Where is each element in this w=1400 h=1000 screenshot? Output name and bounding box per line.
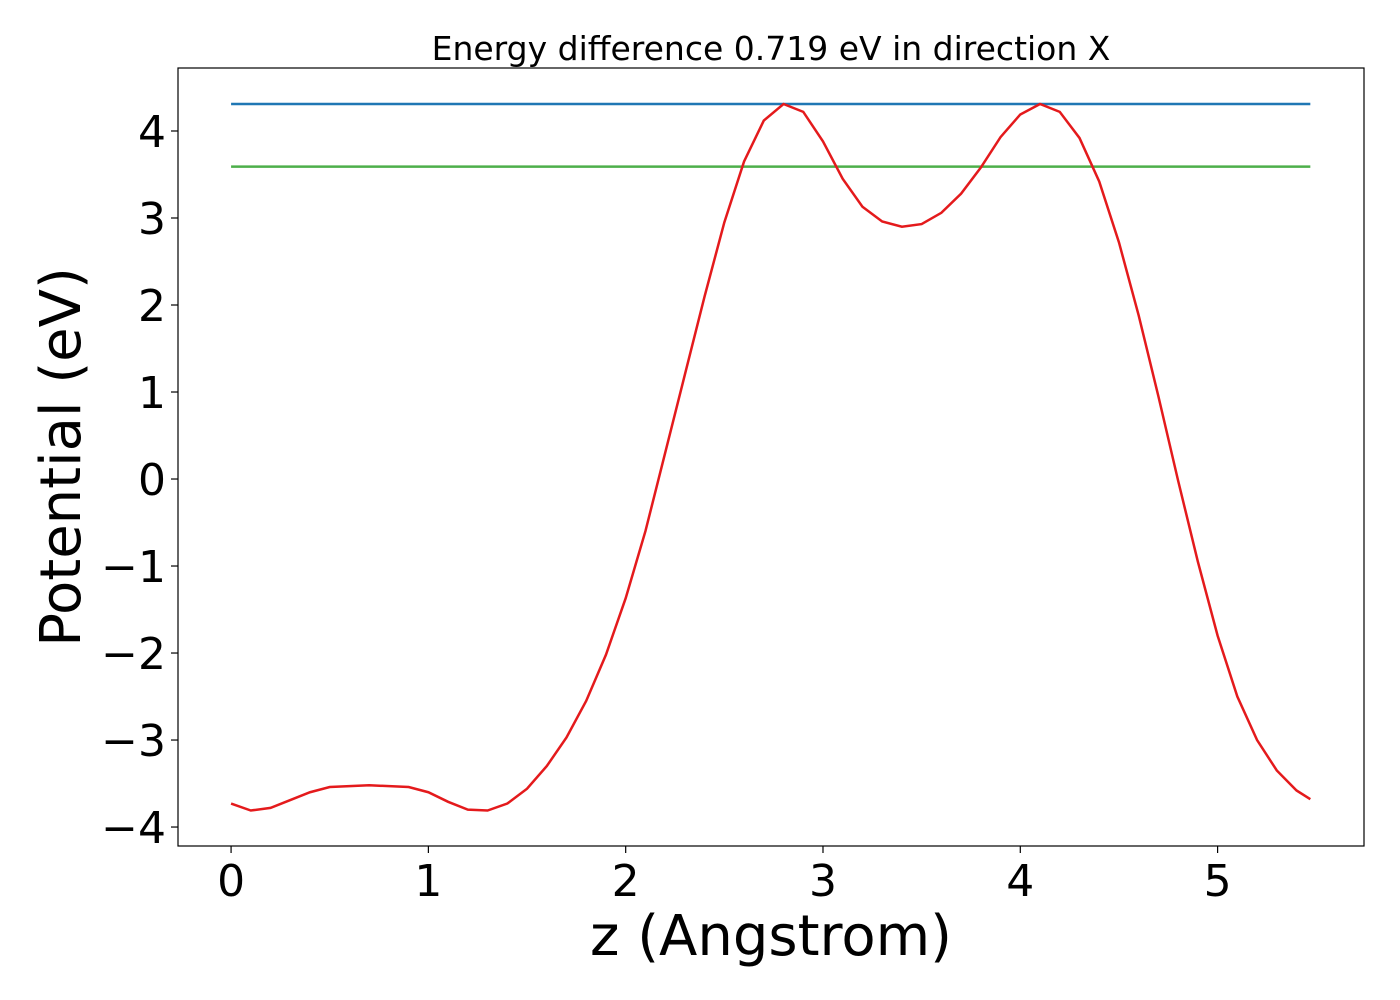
series-line: [230, 102, 1311, 812]
x-tick-label: 3: [809, 856, 837, 907]
y-tick-label: −4: [101, 803, 166, 854]
x-tick-label: 0: [217, 856, 245, 907]
y-axis-label: Potential (eV): [29, 267, 94, 647]
x-tick-label: 1: [414, 856, 442, 907]
y-tick-label: −1: [101, 542, 166, 593]
y-tick-label: 0: [138, 455, 166, 506]
y-tick-label: 4: [138, 107, 166, 158]
x-tick-label: 2: [612, 856, 640, 907]
y-tick-label: 3: [138, 194, 166, 245]
y-tick-label: 1: [138, 368, 166, 419]
y-tick-label: −2: [101, 629, 166, 680]
x-axis-label: z (Angstrom): [590, 904, 952, 969]
plot-frame: [177, 67, 1365, 847]
y-tick-label: −3: [101, 716, 166, 767]
y-tick-label: 2: [138, 281, 166, 332]
x-tick-label: 4: [1006, 856, 1034, 907]
chart-title: Energy difference 0.719 eV in direction …: [432, 29, 1111, 68]
x-tick-label: 5: [1204, 856, 1232, 907]
